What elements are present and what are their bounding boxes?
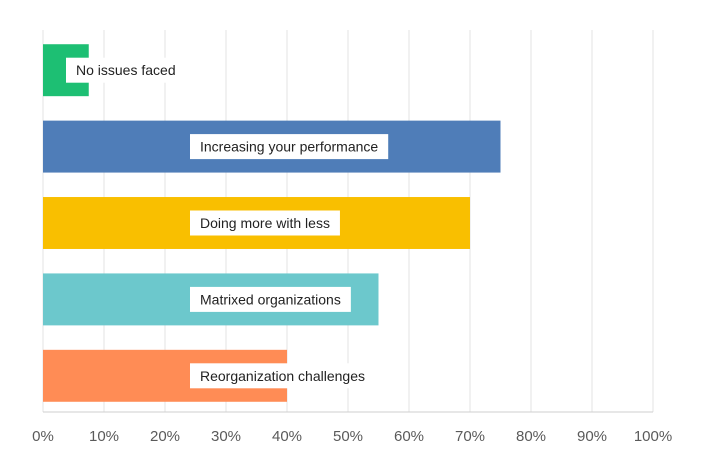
bar-label-box (190, 210, 340, 236)
bar-label-box (190, 363, 375, 389)
x-tick-label: 40% (272, 428, 302, 445)
bar-label-box (190, 134, 389, 160)
bar-label: Increasing your performance (200, 139, 378, 155)
x-tick-label: 30% (211, 428, 241, 445)
bar-label-box (66, 57, 186, 83)
bars (43, 44, 501, 402)
bar-labels: No issues faced Increasing your performan… (66, 57, 389, 389)
bar-label: No issues faced (76, 62, 176, 78)
x-tick-label: 100% (634, 428, 672, 445)
x-tick-label: 0% (32, 428, 54, 445)
bar-label-box (190, 286, 351, 312)
bar-label: Doing more with less (200, 215, 330, 231)
bar-label: Matrixed organizations (200, 291, 341, 307)
x-tick-label: 80% (516, 428, 546, 445)
x-tick-label: 10% (89, 428, 119, 445)
x-tick-label: 20% (150, 428, 180, 445)
x-tick-label: 90% (577, 428, 607, 445)
x-tick-label: 50% (333, 428, 363, 445)
x-tick-label: 60% (394, 428, 424, 445)
x-axis-ticks: 0% 10% 20% 30% 40% 50% 60% 70% 80% 90% 100% (32, 428, 672, 445)
bar-label: Reorganization challenges (200, 368, 365, 384)
x-tick-label: 70% (455, 428, 485, 445)
